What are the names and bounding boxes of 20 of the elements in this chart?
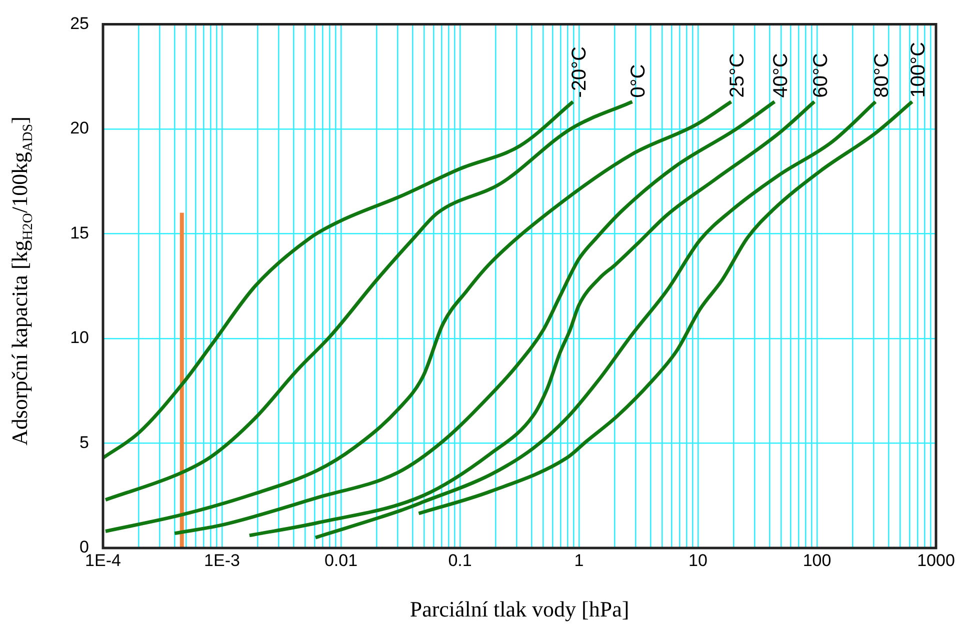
y-tick-label: 10 bbox=[70, 328, 89, 348]
x-tick-label: 1E-3 bbox=[204, 550, 240, 570]
text: 40°C bbox=[770, 53, 792, 98]
x-tick-label: 0.1 bbox=[448, 550, 472, 570]
y-tick-label: 20 bbox=[70, 118, 89, 138]
x-tick-label: 0.01 bbox=[324, 550, 358, 570]
x-tick-label: 1 bbox=[574, 550, 584, 570]
y-tick-label: 5 bbox=[80, 432, 89, 452]
text: 60°C bbox=[810, 53, 832, 98]
text: 0°C bbox=[628, 64, 650, 98]
text: -20°C bbox=[568, 46, 590, 98]
x-tick-label: 10 bbox=[688, 550, 708, 570]
y-tick-label: 25 bbox=[70, 14, 89, 33]
x-tick-label: 1000 bbox=[917, 550, 955, 570]
x-tick-label: 100 bbox=[802, 550, 832, 570]
text: 25°C bbox=[726, 53, 749, 98]
text: 100°C bbox=[908, 42, 930, 98]
text: 80°C bbox=[870, 53, 893, 98]
y-tick-label: 15 bbox=[70, 223, 89, 242]
x-axis-title: Parciální tlak vody [hPa] bbox=[410, 596, 630, 622]
